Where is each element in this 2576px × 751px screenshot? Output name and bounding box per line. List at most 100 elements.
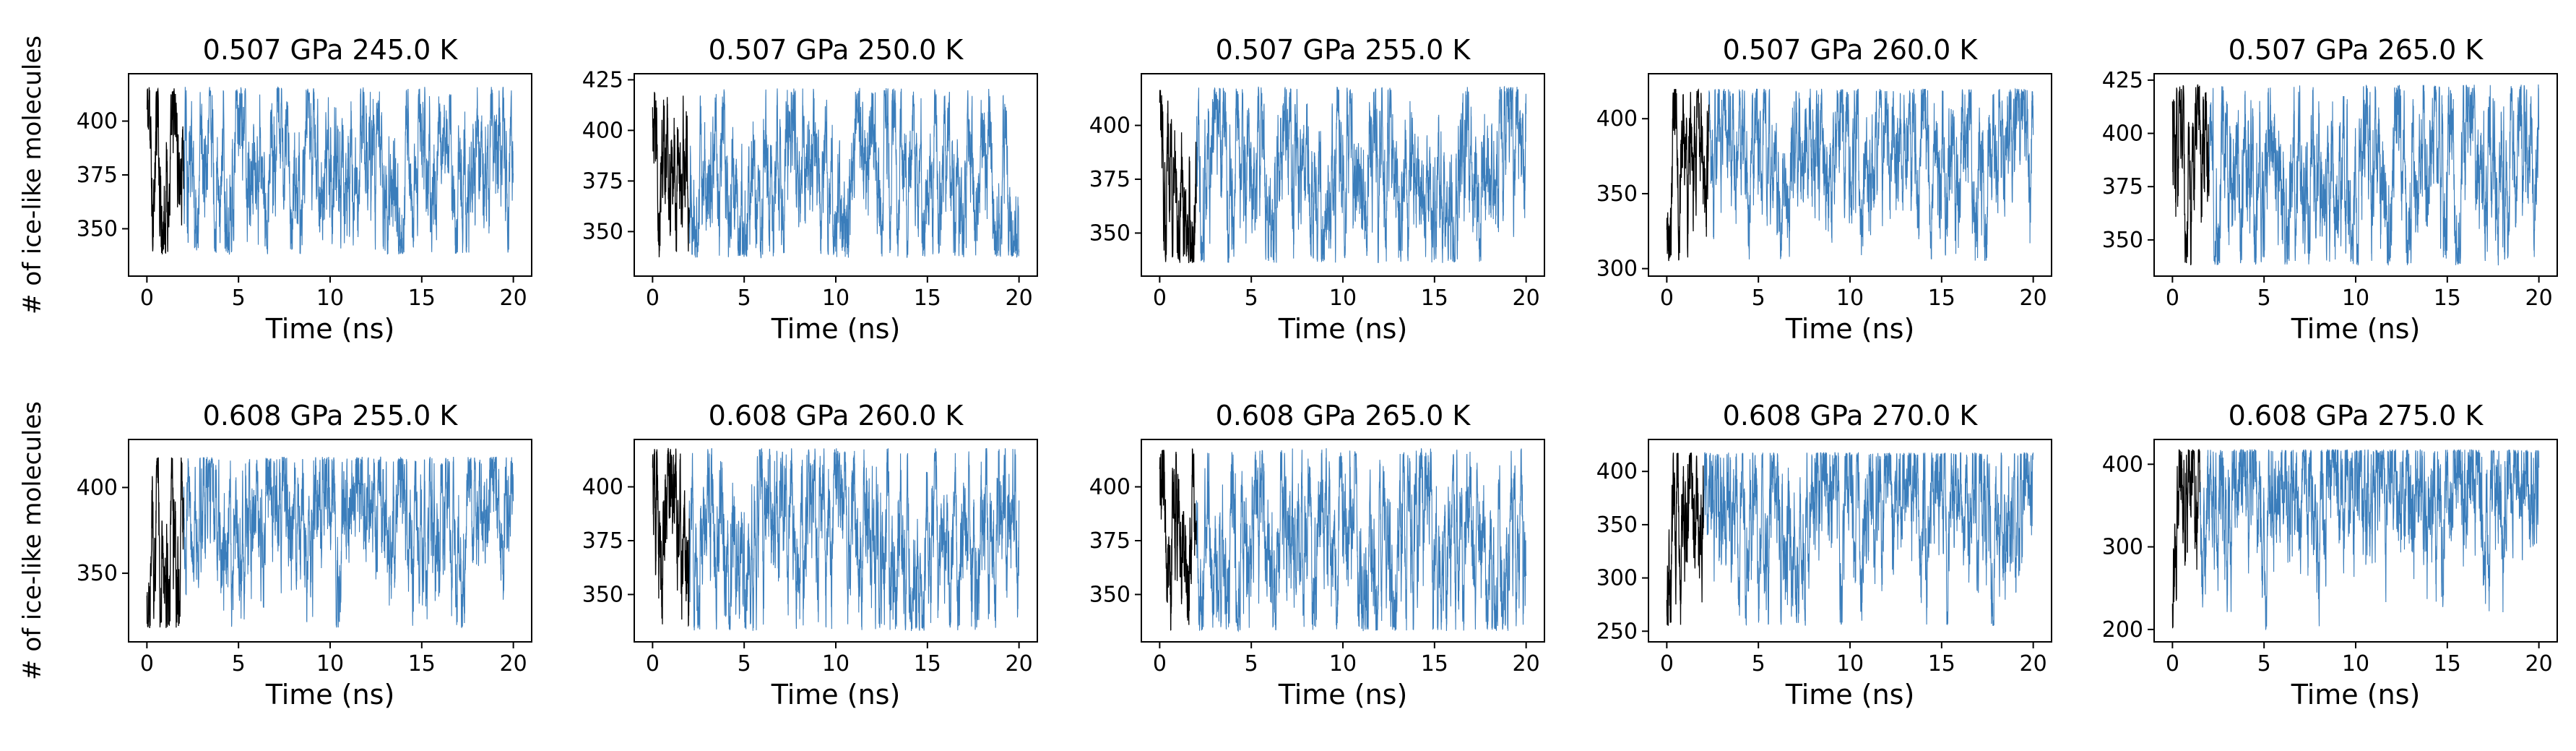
series-production (2208, 84, 2540, 266)
y-tick-label: 425 (2102, 68, 2143, 93)
traces (2171, 84, 2540, 266)
subplot-9: 0 5 10 15 20 250 300 350 400 0.608 GPa 270.0 K Tim… (1596, 400, 2052, 711)
x-axis-label: Time (ns) (1785, 313, 1915, 345)
subplot-1: 0 5 10 15 20 350 375 400 0.507 GPa 245.0 K Time (… (77, 34, 532, 345)
y-tick-label: 200 (2102, 617, 2143, 643)
x-tick-label: 10 (1329, 651, 1357, 677)
x-tick-label: 10 (1329, 286, 1357, 311)
subplot-10: 0 5 10 15 20 200 300 400 0.608 GPa 275.0 K Time (… (2102, 400, 2558, 711)
x-axis-label: Time (ns) (771, 313, 901, 345)
x-tick-label: 0 (646, 651, 660, 677)
series-equilibration (146, 457, 184, 629)
x-tick-label: 10 (822, 286, 850, 311)
x-tick-label: 20 (2020, 286, 2047, 311)
subplot-title: 0.507 GPa 265.0 K (2229, 34, 2484, 66)
x-tick-label: 5 (1245, 651, 1258, 677)
series-production (1703, 452, 2034, 627)
x-tick-label: 15 (1928, 286, 1955, 311)
x-tick-label: 10 (822, 651, 850, 677)
y-tick-label: 350 (1596, 181, 1638, 207)
x-axis-label: Time (ns) (265, 313, 395, 345)
series-production (688, 87, 1020, 259)
y-axis-label: # of ice-like molecules (18, 401, 47, 680)
x-tick-label: 20 (1006, 286, 1033, 311)
x-tick-label: 5 (1245, 286, 1258, 311)
series-production (1196, 85, 1527, 263)
traces (2171, 448, 2540, 631)
series-production (183, 456, 514, 629)
y-tick-label: 400 (582, 475, 623, 500)
x-tick-label: 15 (1928, 651, 1955, 677)
series-equilibration (2171, 84, 2210, 266)
series-equilibration (2171, 448, 2201, 629)
subplot-8: 0 5 10 15 20 350 375 400 0.608 GPa 265.0 K Time (… (1089, 400, 1545, 711)
x-tick-label: 20 (1513, 286, 1540, 311)
series-production (183, 86, 514, 255)
x-tick-label: 5 (2257, 286, 2271, 311)
series-equilibration (1666, 452, 1704, 626)
x-axis-label: Time (ns) (771, 679, 901, 711)
y-tick-label: 400 (2102, 452, 2143, 477)
x-tick-label: 0 (140, 286, 154, 311)
y-tick-label: 425 (582, 67, 623, 93)
series-production (688, 447, 1020, 632)
x-tick-label: 20 (500, 286, 527, 311)
x-tick-label: 5 (738, 651, 751, 677)
y-tick-label: 350 (582, 219, 623, 244)
x-tick-label: 0 (2166, 651, 2179, 677)
x-tick-label: 15 (2434, 651, 2461, 677)
traces (1159, 85, 1527, 264)
x-tick-label: 20 (2020, 651, 2047, 677)
x-axis-label: Time (ns) (1278, 313, 1408, 345)
x-tick-label: 15 (914, 286, 941, 311)
traces (146, 456, 514, 629)
x-tick-label: 5 (1752, 651, 1765, 677)
x-tick-label: 15 (408, 286, 436, 311)
series-production (1196, 448, 1527, 632)
y-tick-label: 400 (1089, 475, 1131, 500)
y-tick-label: 400 (1089, 113, 1131, 138)
y-tick-label: 400 (1596, 106, 1638, 132)
series-equilibration (1159, 90, 1197, 264)
subplot-2: 0 5 10 15 20 350 375 400 425 0.507 GPa 250.0 K Tim… (582, 34, 1038, 345)
series-production (1708, 87, 2034, 261)
subplot-title: 0.507 GPa 250.0 K (709, 34, 964, 66)
x-tick-label: 5 (232, 286, 246, 311)
x-axis-label: Time (ns) (1278, 679, 1408, 711)
x-tick-label: 20 (1513, 651, 1540, 677)
y-tick-label: 350 (2102, 228, 2143, 253)
y-tick-label: 300 (1596, 257, 1638, 282)
x-tick-label: 15 (2434, 286, 2461, 311)
traces (652, 447, 1020, 632)
y-tick-label: 300 (1596, 566, 1638, 591)
traces (1159, 448, 1527, 632)
y-tick-label: 400 (582, 118, 623, 143)
subplot-title: 0.608 GPa 275.0 K (2229, 400, 2484, 432)
y-tick-label: 375 (1089, 167, 1131, 192)
x-tick-label: 15 (1421, 286, 1448, 311)
x-tick-label: 20 (1006, 651, 1033, 677)
subplot-title: 0.507 GPa 245.0 K (203, 34, 459, 66)
traces (146, 86, 514, 255)
traces (1666, 452, 2034, 627)
series-equilibration (652, 92, 690, 257)
y-tick-label: 400 (77, 109, 118, 134)
series-equilibration (652, 447, 690, 627)
series-production (2199, 448, 2540, 631)
y-tick-label: 375 (582, 168, 623, 194)
traces (652, 87, 1020, 259)
x-axis-label: Time (ns) (2291, 679, 2421, 711)
x-tick-label: 0 (2166, 286, 2179, 311)
traces (1666, 87, 2034, 262)
x-tick-label: 0 (1153, 651, 1167, 677)
subplot-title: 0.608 GPa 255.0 K (203, 400, 459, 432)
subplot-title: 0.507 GPa 260.0 K (1723, 34, 1979, 66)
x-tick-label: 10 (1836, 651, 1864, 677)
y-tick-label: 350 (77, 561, 118, 586)
y-tick-label: 350 (1596, 512, 1638, 538)
x-tick-label: 5 (1752, 286, 1765, 311)
y-tick-label: 350 (1089, 220, 1131, 246)
y-tick-label: 375 (1089, 528, 1131, 554)
